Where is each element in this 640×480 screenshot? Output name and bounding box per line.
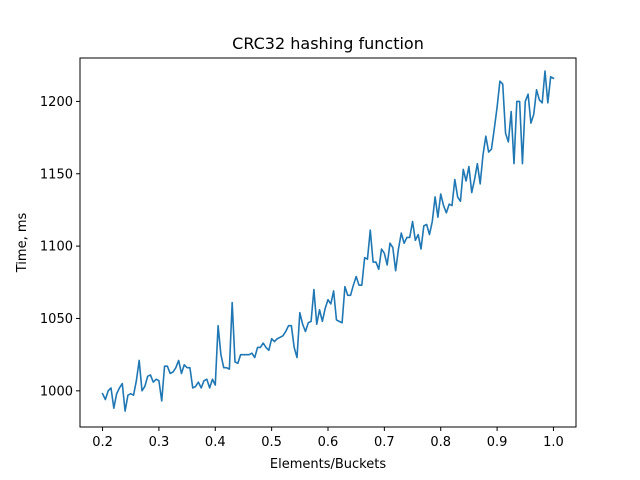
y-axis-title: Time, ms [15,213,30,274]
x-tick-label: 0.9 [487,435,508,450]
x-tick-label: 0.6 [318,435,339,450]
x-tick-label: 0.2 [92,435,113,450]
x-tick-label: 0.5 [261,435,282,450]
series-line [101,70,555,412]
y-tick-label: 1050 [40,312,73,327]
y-tick-label: 1000 [40,384,73,399]
x-axis: 0.2 0.3 0.4 0.5 0.6 0.7 0.8 0.9 1.0 [92,427,564,450]
plot-frame [79,57,577,428]
x-tick-label: 0.8 [430,435,451,450]
x-tick-label: 1.0 [543,435,564,450]
y-tick-label: 1150 [40,167,73,182]
plot-area [101,70,555,412]
y-axis: 1000 1050 1100 1150 1200 [40,95,80,399]
y-tick-label: 1100 [40,240,73,255]
x-axis-title: Elements/Buckets [270,457,386,472]
y-tick-label: 1200 [40,95,73,110]
x-tick-label: 0.4 [205,435,226,450]
x-tick-label: 0.7 [374,435,395,450]
x-tick-label: 0.3 [149,435,170,450]
chart-title: CRC32 hashing function [232,34,424,53]
